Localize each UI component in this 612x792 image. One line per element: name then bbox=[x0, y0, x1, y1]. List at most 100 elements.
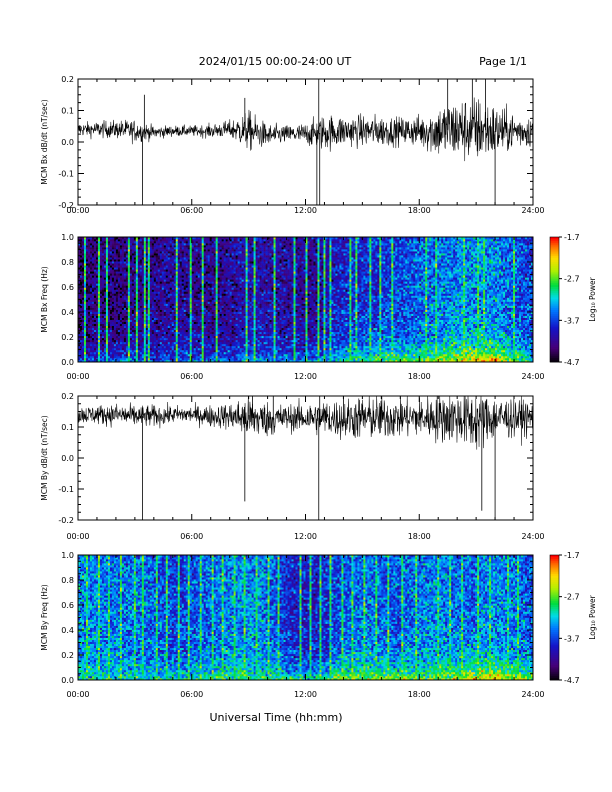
spectrogram-cell bbox=[130, 271, 132, 273]
spectrogram-cell bbox=[90, 281, 92, 283]
spectrogram-cell bbox=[88, 265, 90, 267]
spectrogram-cell bbox=[108, 328, 110, 330]
spectrogram-cell bbox=[168, 241, 170, 243]
spectrogram-cell bbox=[158, 265, 160, 267]
spectrogram-cell bbox=[200, 312, 202, 314]
spectrogram-cell bbox=[230, 241, 232, 243]
spectrogram-cell bbox=[202, 300, 204, 302]
spectrogram-cell bbox=[230, 332, 232, 334]
spectrogram-cell bbox=[108, 310, 110, 312]
spectrogram-cell bbox=[138, 267, 140, 269]
spectrogram-cell bbox=[110, 251, 112, 253]
spectrogram-cell bbox=[214, 350, 216, 352]
spectrogram-cell bbox=[86, 314, 88, 316]
spectrogram-cell bbox=[128, 275, 130, 277]
spectrogram-cell bbox=[198, 285, 200, 287]
spectrogram-cell bbox=[88, 326, 90, 328]
spectrogram-cell bbox=[162, 251, 164, 253]
spectrogram-cell bbox=[90, 295, 92, 297]
spectrogram-cell bbox=[102, 348, 104, 350]
spectrogram-cell bbox=[192, 267, 194, 269]
spectrogram-cell bbox=[106, 291, 108, 293]
spectrogram-cell bbox=[164, 253, 166, 255]
spectrogram-cell bbox=[144, 354, 146, 356]
spectrogram-cell bbox=[110, 293, 112, 295]
spectrogram-cell bbox=[226, 271, 228, 273]
spectrogram-cell bbox=[232, 291, 234, 293]
spectrogram-cell bbox=[180, 326, 182, 328]
spectrogram-cell bbox=[234, 326, 236, 328]
spectrogram-cell bbox=[132, 318, 134, 320]
spectrogram-cell bbox=[182, 354, 184, 356]
spectrogram-cell bbox=[182, 259, 184, 261]
spectrogram-cell bbox=[120, 247, 122, 249]
spectrogram-cell bbox=[102, 350, 104, 352]
spectrogram-cell bbox=[152, 338, 154, 340]
spectrogram-cell bbox=[220, 312, 222, 314]
spectrogram-cell bbox=[222, 302, 224, 304]
spectrogram-cell bbox=[154, 285, 156, 287]
spectrogram-cell bbox=[134, 271, 136, 273]
spectrogram-cell bbox=[158, 281, 160, 283]
spectrogram-cell bbox=[154, 247, 156, 249]
spectrogram-cell bbox=[152, 259, 154, 261]
spectrogram-cell bbox=[174, 336, 176, 338]
spectrogram-cell bbox=[140, 291, 142, 293]
spectrogram-cell bbox=[98, 328, 100, 330]
spectrogram-cell bbox=[220, 352, 222, 354]
spectrogram-cell bbox=[88, 330, 90, 332]
spectrogram-cell bbox=[186, 291, 188, 293]
spectrogram-cell bbox=[132, 239, 134, 241]
spectrogram-cell bbox=[88, 277, 90, 279]
spectrogram-cell bbox=[202, 340, 204, 342]
spectrogram-cell bbox=[230, 312, 232, 314]
spectrogram-cell bbox=[230, 253, 232, 255]
spectrogram-cell bbox=[112, 348, 114, 350]
spectrogram-cell bbox=[196, 312, 198, 314]
spectrogram-cell bbox=[94, 279, 96, 281]
spectrogram-cell bbox=[178, 289, 180, 291]
spectrogram-cell bbox=[194, 314, 196, 316]
spectrogram-cell bbox=[114, 300, 116, 302]
spectrogram-cell bbox=[104, 338, 106, 340]
spectrogram-cell bbox=[230, 352, 232, 354]
spectrogram-cell bbox=[128, 271, 130, 273]
spectrogram-cell bbox=[118, 273, 120, 275]
spectrogram-cell bbox=[230, 271, 232, 273]
spectrogram-cell bbox=[116, 273, 118, 275]
spectrogram-cell bbox=[160, 334, 162, 336]
spectrogram-cell bbox=[218, 316, 220, 318]
spectrogram-cell bbox=[98, 352, 100, 354]
spectrogram-cell bbox=[200, 300, 202, 302]
spectrogram-cell bbox=[178, 308, 180, 310]
spectrogram-cell bbox=[196, 273, 198, 275]
spectrogram-cell bbox=[214, 304, 216, 306]
spectrogram-cell bbox=[182, 293, 184, 295]
spectrogram-cell bbox=[86, 348, 88, 350]
spectrogram-cell bbox=[234, 330, 236, 332]
spectrogram-cell bbox=[138, 318, 140, 320]
spectrogram-cell bbox=[230, 326, 232, 328]
spectrogram-cell bbox=[148, 332, 150, 334]
spectrogram-cell bbox=[176, 334, 178, 336]
spectrogram-cell bbox=[90, 322, 92, 324]
spectrogram-cell bbox=[220, 310, 222, 312]
spectrogram-cell bbox=[86, 257, 88, 259]
spectrogram-cell bbox=[138, 350, 140, 352]
spectrogram-cell bbox=[94, 293, 96, 295]
spectrogram-cell bbox=[152, 281, 154, 283]
spectrogram-cell bbox=[136, 358, 138, 360]
spectrogram-cell bbox=[216, 297, 218, 299]
spectrogram-cell bbox=[154, 348, 156, 350]
spectrogram-cell bbox=[212, 340, 214, 342]
spectrogram-cell bbox=[218, 334, 220, 336]
spectrogram-cell bbox=[174, 285, 176, 287]
spectrogram-cell bbox=[82, 352, 84, 354]
spectrogram-cell bbox=[206, 297, 208, 299]
spectrogram-cell bbox=[232, 247, 234, 249]
spectrogram-cell bbox=[170, 354, 172, 356]
spectrogram-cell bbox=[92, 328, 94, 330]
spectrogram-cell bbox=[144, 269, 146, 271]
spectrogram-cell bbox=[162, 310, 164, 312]
spectrogram-cell bbox=[208, 267, 210, 269]
